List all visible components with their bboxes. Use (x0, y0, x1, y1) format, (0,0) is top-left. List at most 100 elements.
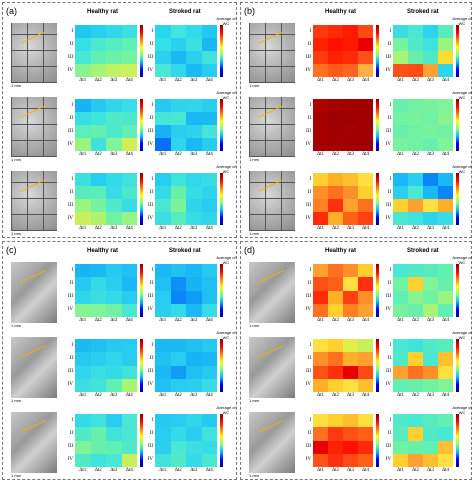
heatmap-cell (75, 199, 91, 212)
stroked-title: Stroked rat (169, 9, 201, 15)
col-label: Δt1 (159, 152, 167, 157)
heatmap-cell (121, 112, 137, 125)
scale-bar-label: 1 mm (11, 323, 21, 328)
heatmap-cell (343, 51, 358, 64)
col-label: Δt4 (125, 468, 133, 473)
stroked-title: Stroked rat (407, 9, 439, 15)
stroked-heatmap (393, 99, 453, 151)
row-label: I (389, 28, 391, 34)
heatmap-cell (358, 51, 373, 64)
heatmap-cell (75, 352, 91, 366)
row-label: I (71, 342, 73, 348)
colorbar-label: Average of WC (452, 164, 472, 174)
heatmap-cell (438, 64, 453, 77)
col-label: Δt2 (94, 468, 102, 473)
healthy-heatmap (75, 339, 137, 392)
colorbar (220, 173, 223, 225)
scale-bar-label: 1 mm (249, 323, 259, 328)
heatmap-cell (170, 64, 186, 77)
heatmap-cell (90, 99, 106, 112)
heatmap-cell (328, 186, 343, 199)
col-label: Δt2 (331, 152, 340, 157)
heatmap-cell (170, 264, 186, 278)
scale-bar-label: 1 mm (249, 473, 259, 478)
microscopy-image (249, 412, 295, 473)
heatmap-cell (201, 365, 217, 379)
heatmap-cell (438, 138, 453, 151)
heatmap-cell (90, 365, 106, 379)
heatmap-cell (201, 112, 217, 125)
heatmap-cell (343, 173, 358, 186)
colorbar (456, 414, 459, 467)
heatmap-cell (170, 303, 186, 317)
colorbar (456, 25, 459, 77)
row-label: IV (305, 307, 311, 313)
col-label: Δt3 (346, 78, 355, 83)
heatmap-cell (170, 453, 186, 467)
row-label: IV (67, 141, 73, 147)
row-label: I (71, 417, 73, 423)
row-label: IV (147, 307, 153, 313)
heatmap-cell (328, 125, 343, 138)
heatmap-cell (106, 440, 122, 454)
heatmap-cell (408, 64, 423, 77)
heatmap-cell (106, 64, 122, 77)
heatmap-cell (313, 64, 328, 77)
col-label: Δt4 (125, 318, 133, 323)
col-label: Δt1 (396, 468, 405, 473)
col-label: Δt4 (205, 226, 213, 231)
row-label: III (306, 202, 311, 208)
col-label: Δt1 (396, 318, 405, 323)
col-label: Δt4 (125, 393, 133, 398)
row-label: II (387, 115, 391, 121)
heatmap-cell (343, 414, 358, 428)
heatmap-cell (90, 199, 106, 212)
heatmap-cell (313, 277, 328, 291)
row-label: III (306, 54, 311, 60)
heatmap-cell (75, 378, 91, 392)
col-label: Δt3 (346, 393, 355, 398)
heatmap-cell (121, 365, 137, 379)
heatmap-cell (186, 339, 202, 353)
heatmap-cell (313, 453, 328, 467)
col-label: Δt3 (346, 152, 355, 157)
heatmap-cell (186, 378, 202, 392)
arrow-annotation (258, 270, 284, 283)
col-label: Δt4 (361, 78, 370, 83)
row-label: I (71, 102, 73, 108)
microscopy-image (249, 97, 295, 157)
healthy-heatmap (313, 264, 373, 317)
heatmap-cell (343, 199, 358, 212)
col-label: Δt4 (205, 318, 213, 323)
row-label: I (309, 28, 311, 34)
heatmap-cell (201, 352, 217, 366)
heatmap-cell (343, 277, 358, 291)
col-label: Δt4 (205, 152, 213, 157)
panel-2: (c) Healthy rat Stroked rat 1 mm I II III IV Δt1… (2, 241, 237, 480)
heatmap-cell (75, 303, 91, 317)
col-label: Δt3 (110, 318, 118, 323)
row-label: I (309, 417, 311, 423)
col-label: Δt1 (159, 393, 167, 398)
heatmap-cell (155, 303, 171, 317)
col-label: Δt4 (361, 393, 370, 398)
heatmap-cell (438, 186, 453, 199)
heatmap-cell (170, 290, 186, 304)
heatmap-cell (313, 199, 328, 212)
heatmap-cell (328, 112, 343, 125)
heatmap-cell (90, 138, 106, 151)
heatmap-cell (106, 290, 122, 304)
col-label: Δt2 (411, 393, 420, 398)
scale-bar-label: 1 mm (11, 231, 21, 236)
heatmap-cell (170, 138, 186, 151)
stroked-heatmap (155, 25, 217, 77)
col-label: Δt2 (174, 393, 182, 398)
heatmap-cell (358, 378, 373, 392)
heatmap-cell (423, 290, 438, 304)
heatmap-cell (328, 64, 343, 77)
heatmap-cell (408, 277, 423, 291)
microscopy-image (11, 337, 57, 398)
heatmap-cell (201, 303, 217, 317)
heatmap-cell (328, 352, 343, 366)
heatmap-cell (186, 303, 202, 317)
